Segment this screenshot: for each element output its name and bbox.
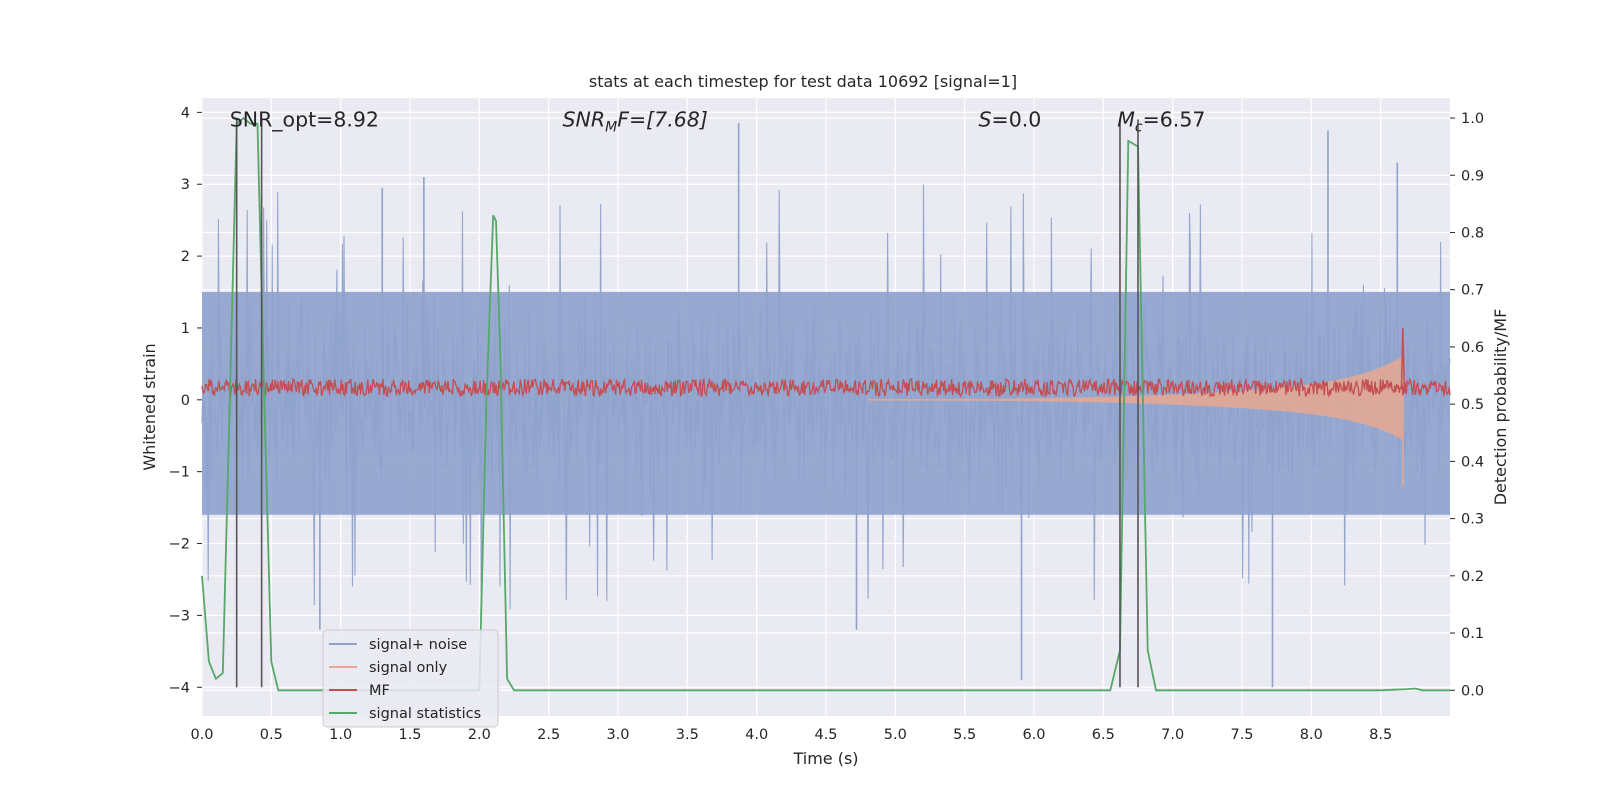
x-tick-label: 8.5 [1369,727,1392,743]
y-left-tick-label: −1 [169,465,190,481]
legend-label: MF [369,683,390,699]
y-right-tick-label: 0.8 [1461,225,1484,241]
y-left-tick-labels: 4 3 2 1 0 −1 −2 −3 −4 [169,105,202,696]
annotation-1: SNRMF=[7.68] [563,108,708,136]
y-right-tick-label: 0.9 [1461,168,1484,184]
y-right-tick-labels: 1.0 0.9 0.8 0.7 0.6 0.5 0.4 0.3 0.2 0.1 0.0 [1450,111,1484,699]
x-tick-label: 3.0 [606,727,629,743]
series-signal-plus-noise-line [201,184,1451,610]
x-tick-label: 7.0 [1161,727,1184,743]
x-tick-label: 5.0 [884,727,907,743]
y-left-tick-label: 4 [181,105,190,121]
x-tick-label: 7.5 [1230,727,1253,743]
legend-box [322,629,499,728]
y-right-tick-label: 0.2 [1461,569,1484,585]
y-right-tick-label: 0.3 [1461,512,1484,528]
chart-title: stats at each timestep for test data 106… [589,72,1017,91]
x-tick-label: 2.5 [537,727,560,743]
y-right-tick-label: 0.4 [1461,454,1484,470]
y-right-tick-label: 0.6 [1461,340,1484,356]
legend-label: signal only [369,660,448,676]
y-right-tick-label: 0.1 [1461,626,1484,642]
y-right-tick-label: 0.0 [1461,683,1484,699]
x-tick-label: 8.0 [1300,727,1323,743]
annotation-2: S=0.0 [979,108,1042,132]
y-left-tick-label: 1 [181,321,190,337]
series-signal-statistics-line [201,116,1450,692]
annotations: SNR_opt=8.92 SNRMF=[7.68] S=0.0 Mc=6.57 [230,108,1206,136]
legend: signal+ noise signal only MF signal statist… [322,629,499,728]
series-mf-line [201,376,1451,398]
y-left-tick-label: 2 [181,249,190,265]
y-left-tick-label: −3 [169,608,190,624]
x-tick-label: 3.5 [676,727,699,743]
y-right-tick-label: 1.0 [1461,111,1484,127]
x-tick-label: 1.5 [398,727,421,743]
x-tick-label: 1.0 [329,727,352,743]
legend-label: signal+ noise [369,637,467,653]
series-signal-only-area [867,355,1403,441]
y-left-tick-label: 3 [181,177,190,193]
vertical-markers [235,119,1139,688]
annotation-3: Mc=6.57 [1117,108,1205,136]
y-axis-left-label: Whitened strain [140,343,159,470]
x-tick-label: 2.0 [468,727,491,743]
x-tick-label: 4.0 [745,727,768,743]
x-tick-labels: 0.0 0.5 1.0 1.5 2.0 2.5 3.0 3.5 4.0 4.5 5.0 5.5 6.0 6… [190,727,1392,743]
x-tick-label: 0.5 [260,727,283,743]
series-layer [201,116,1451,692]
x-tick-label: 6.5 [1092,727,1115,743]
y-left-tick-label: 0 [181,393,190,409]
x-tick-label: 4.5 [814,727,837,743]
x-tick-label: 0.0 [190,727,213,743]
x-tick-label: 5.5 [953,727,976,743]
mf-spike [1400,327,1405,388]
y-left-tick-label: −4 [169,680,190,696]
legend-label: signal statistics [369,706,481,722]
x-axis-label: Time (s) [792,749,858,768]
y-left-tick-label: −2 [169,537,190,553]
y-right-tick-label: 0.7 [1461,283,1484,299]
annotation-0: SNR_opt=8.92 [230,108,379,133]
x-tick-label: 6.0 [1022,727,1045,743]
y-right-tick-label: 0.5 [1461,397,1484,413]
y-axis-right-label: Detection probability/MF [1491,309,1510,506]
